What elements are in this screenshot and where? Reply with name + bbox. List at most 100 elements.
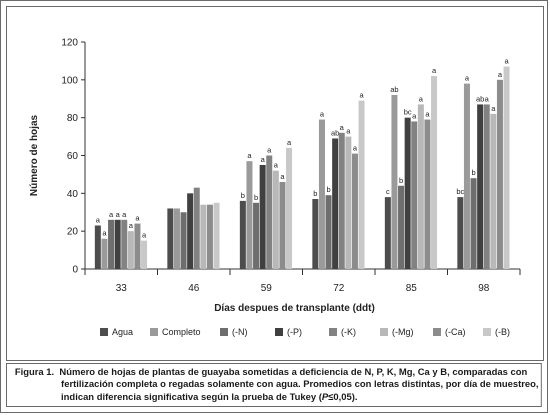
x-tick-label: 33 <box>116 283 128 294</box>
legend-label: (-N) <box>232 327 248 337</box>
bar <box>477 104 484 269</box>
data-label: a <box>280 172 285 181</box>
legend-label: (-Ca) <box>445 327 466 337</box>
bar <box>345 136 352 269</box>
bar <box>483 104 490 269</box>
data-label: a <box>485 94 490 103</box>
legend-label: (-Mg) <box>392 327 414 337</box>
y-axis-title: Número de hojas <box>29 115 40 197</box>
y-tick-label: 120 <box>61 38 78 49</box>
data-label: b <box>399 176 403 185</box>
legend-swatch <box>483 328 491 336</box>
bar <box>312 199 319 269</box>
data-label: a <box>425 110 430 119</box>
bar <box>121 219 128 269</box>
y-tick-label: 60 <box>67 151 79 162</box>
bar <box>470 178 477 269</box>
x-tick-label: 59 <box>261 283 273 294</box>
y-tick-label: 80 <box>67 113 79 124</box>
data-label: a <box>504 57 509 66</box>
legend-label: (-K) <box>341 327 356 337</box>
bar <box>457 197 464 269</box>
bar <box>411 121 418 269</box>
bar <box>167 208 174 269</box>
data-label: b <box>313 189 317 198</box>
caption-text-3a: indican diferencia significativa según l… <box>61 391 322 403</box>
caption-line-1: Figura 1. Número de hojas de plantas de … <box>15 367 537 379</box>
data-label: a <box>247 151 252 160</box>
data-label: a <box>498 70 503 79</box>
legend-swatch <box>380 328 388 336</box>
bar <box>114 219 121 269</box>
legend-swatch <box>329 328 337 336</box>
data-label: a <box>96 215 101 224</box>
bar <box>266 155 273 269</box>
x-axis-title: Días despues de transplante (ddt) <box>214 303 375 314</box>
data-label: a <box>320 110 325 119</box>
data-label: a <box>491 104 496 113</box>
caption-label: Figura 1. <box>14 367 55 378</box>
caption-line-2: fertilización completa o regadas solamen… <box>61 379 539 391</box>
bar <box>187 193 194 269</box>
data-label: a <box>340 123 345 132</box>
bar <box>318 119 325 269</box>
data-label: a <box>102 229 107 238</box>
data-label: a <box>465 74 470 83</box>
bar <box>490 113 497 269</box>
data-label: a <box>109 210 114 219</box>
data-label: a <box>419 94 424 103</box>
data-label: a <box>359 91 364 100</box>
data-label: a <box>122 210 127 219</box>
data-label: b <box>241 191 245 200</box>
bar <box>417 104 424 269</box>
figure-caption: Figura 1. Número de hojas de plantas de … <box>6 363 542 407</box>
bar <box>503 66 510 269</box>
chart-panel: 0 20 40 60 80 100 120 Número de hojas 33 46 59 72 85… <box>6 6 544 361</box>
x-tick-label: 98 <box>478 283 490 294</box>
data-label: a <box>267 146 272 155</box>
bar <box>272 170 279 269</box>
data-label: a <box>116 210 121 219</box>
legend-label: Agua <box>112 327 133 337</box>
bar <box>286 147 293 269</box>
legend-swatch <box>433 328 441 336</box>
bar-chart: 0 20 40 60 80 100 120 Número de hojas 33 46 59 72 85… <box>29 38 521 337</box>
bar <box>358 100 365 270</box>
data-label: a <box>129 221 134 230</box>
data-label: a <box>261 155 266 164</box>
y-tick-label: 20 <box>67 227 79 238</box>
data-label: a <box>287 138 292 147</box>
bar <box>180 212 187 269</box>
legend-swatch <box>150 328 158 336</box>
data-label: ab <box>476 94 484 103</box>
bar <box>213 202 220 269</box>
bar <box>259 164 266 269</box>
data-label: a <box>142 231 147 240</box>
x-tick-label: 85 <box>406 283 418 294</box>
caption-text-3c: ≤0,05). <box>328 391 358 403</box>
legend-swatch <box>275 328 283 336</box>
caption-text-1: Número de hojas de plantas de guayaba so… <box>59 367 528 378</box>
data-label: b <box>471 168 475 177</box>
bar <box>108 219 115 269</box>
bar <box>101 238 108 269</box>
data-label: b <box>326 185 330 194</box>
bar <box>398 185 405 269</box>
data-label: a <box>346 127 351 136</box>
bar <box>246 161 253 269</box>
bar <box>463 83 470 269</box>
bar <box>325 195 332 269</box>
bar <box>206 204 213 269</box>
bar <box>279 181 286 269</box>
bar <box>431 76 438 269</box>
legend-label: (-P) <box>287 327 302 337</box>
bar <box>404 117 411 270</box>
legend-swatch <box>220 328 228 336</box>
x-tick-label: 72 <box>333 283 345 294</box>
bar <box>173 208 180 269</box>
bar <box>193 187 200 269</box>
caption-line-3: indican diferencia significativa según l… <box>15 392 537 404</box>
data-label: a <box>412 111 417 120</box>
data-label: bc <box>404 108 412 117</box>
